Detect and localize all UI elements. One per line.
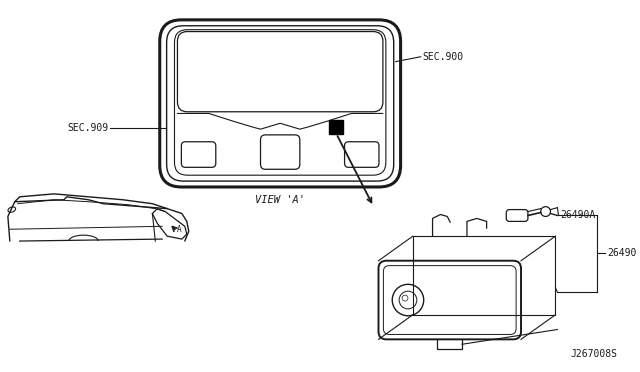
Text: SEC.909: SEC.909 (67, 124, 108, 134)
Text: 26490: 26490 (607, 248, 637, 258)
Text: A: A (177, 225, 182, 234)
Text: 26490A: 26490A (561, 209, 596, 219)
Text: VIEW 'A': VIEW 'A' (255, 195, 305, 205)
Text: SEC.900: SEC.900 (423, 52, 464, 62)
Text: J267008S: J267008S (570, 349, 618, 359)
Bar (330, 120, 343, 134)
